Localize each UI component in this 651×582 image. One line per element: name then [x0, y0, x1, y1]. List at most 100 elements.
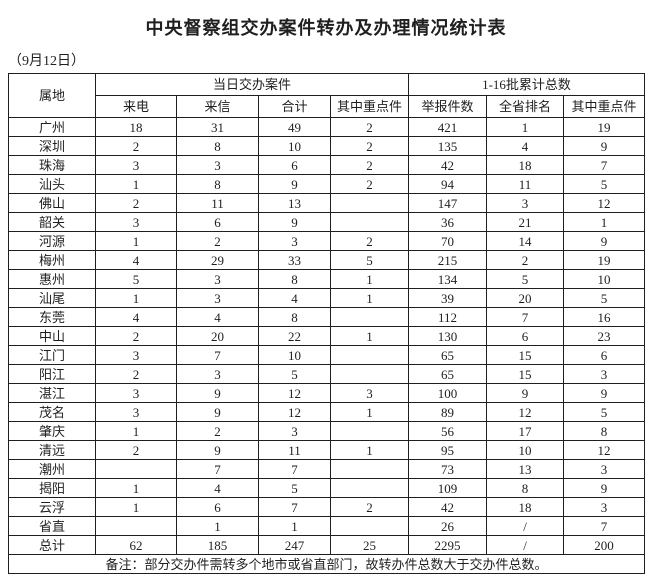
value-cell: 3: [95, 402, 177, 422]
region-row: 广州 18 31 49 2 421 1 19: [8, 117, 646, 137]
sub-header-calls: 来电: [95, 95, 177, 118]
value-cell: 13: [486, 459, 565, 479]
sub-header-total: 合计: [258, 95, 331, 118]
value-cell: 5: [563, 402, 646, 422]
value-cell: 1: [95, 288, 177, 308]
value-cell: 5: [258, 364, 331, 384]
value-cell: 5: [563, 288, 646, 308]
value-cell: 185: [176, 535, 259, 555]
value-cell: 134: [408, 269, 488, 289]
region-row: 东莞 4 4 8 112 7 16: [8, 307, 646, 327]
value-cell: 1: [95, 421, 177, 441]
region-name: 省直: [8, 516, 96, 536]
group-header-daily: 当日交办案件: [94, 73, 410, 96]
value-cell: 12: [258, 402, 331, 422]
region-name: 茂名: [8, 402, 96, 422]
region-name: 广州: [8, 117, 96, 137]
region-name: 汕头: [8, 174, 96, 194]
value-cell: 421: [408, 117, 488, 137]
value-cell: 56: [408, 421, 488, 441]
value-cell: 5: [95, 269, 177, 289]
value-cell: [329, 307, 410, 327]
value-cell: 73: [408, 459, 488, 479]
value-cell: 19: [563, 250, 646, 270]
value-cell: 9: [176, 440, 259, 460]
value-cell: 15: [486, 345, 565, 365]
region-name: 梅州: [8, 250, 96, 270]
value-cell: [329, 345, 410, 365]
value-cell: 7: [563, 155, 646, 175]
value-cell: 13: [258, 193, 331, 213]
value-cell: 6: [486, 326, 565, 346]
region-row: 汕头 1 8 9 2 94 11 5: [8, 174, 646, 194]
value-cell: 4: [176, 478, 259, 498]
value-cell: 130: [408, 326, 488, 346]
value-cell: 3: [258, 421, 331, 441]
value-cell: 25: [329, 535, 410, 555]
value-cell: 1: [95, 478, 177, 498]
value-cell: 6: [258, 155, 331, 175]
value-cell: 8: [176, 174, 259, 194]
value-cell: 3: [563, 497, 646, 517]
value-cell: 7: [258, 459, 331, 479]
value-cell: 3: [176, 155, 259, 175]
value-cell: 21: [486, 212, 565, 232]
value-cell: 18: [95, 117, 177, 137]
value-cell: 2: [329, 136, 410, 156]
value-cell: 3: [95, 155, 177, 175]
value-cell: 39: [408, 288, 488, 308]
value-cell: 1: [329, 269, 410, 289]
value-cell: 6: [176, 497, 259, 517]
value-cell: 1: [563, 212, 646, 232]
value-cell: [329, 364, 410, 384]
value-cell: 1: [329, 326, 410, 346]
value-cell: 2: [95, 326, 177, 346]
region-name: 肇庆: [8, 421, 96, 441]
value-cell: 8: [258, 269, 331, 289]
value-cell: 3: [176, 288, 259, 308]
region-name: 珠海: [8, 155, 96, 175]
region-name: 清远: [8, 440, 96, 460]
sub-header-key-cumulative: 其中重点件: [563, 95, 646, 118]
value-cell: 89: [408, 402, 488, 422]
value-cell: 11: [486, 174, 565, 194]
value-cell: 109: [408, 478, 488, 498]
group-header-row: 属地 当日交办案件 1-16批累计总数: [8, 73, 646, 118]
region-name: 中山: [8, 326, 96, 346]
value-cell: 4: [258, 288, 331, 308]
region-row: 揭阳 1 4 5 109 8 9: [8, 478, 646, 498]
value-cell: [329, 516, 410, 536]
region-name: 揭阳: [8, 478, 96, 498]
value-cell: 9: [258, 174, 331, 194]
region-row: 中山 2 20 22 1 130 6 23: [8, 326, 646, 346]
region-name: 阳江: [8, 364, 96, 384]
value-cell: 5: [486, 269, 565, 289]
value-cell: [95, 516, 177, 536]
sub-header-key-daily: 其中重点件: [329, 95, 410, 118]
value-cell: 94: [408, 174, 488, 194]
value-cell: 200: [563, 535, 646, 555]
value-cell: 12: [563, 440, 646, 460]
value-cell: 3: [258, 231, 331, 251]
value-cell: 247: [258, 535, 331, 555]
sub-header-reports: 举报件数: [408, 95, 488, 118]
value-cell: 8: [176, 136, 259, 156]
value-cell: 26: [408, 516, 488, 536]
value-cell: 2295: [408, 535, 488, 555]
value-cell: 18: [486, 155, 565, 175]
value-cell: 4: [95, 307, 177, 327]
value-cell: 5: [329, 250, 410, 270]
region-name: 河源: [8, 231, 96, 251]
region-row: 梅州 4 29 33 5 215 2 19: [8, 250, 646, 270]
corner-header-region: 属地: [8, 73, 96, 118]
value-cell: 95: [408, 440, 488, 460]
region-row: 湛江 3 9 12 3 100 9 9: [8, 383, 646, 403]
table-body: 广州 18 31 49 2 421 1 19 深圳 2 8 10 2 135 4 9 珠海 3 3 6 2 42 18 7 汕头…: [8, 117, 646, 555]
value-cell: 9: [563, 383, 646, 403]
value-cell: 15: [486, 364, 565, 384]
region-row: 阳江 2 3 5 65 15 3: [8, 364, 646, 384]
value-cell: 10: [563, 269, 646, 289]
region-row: 韶关 3 6 9 36 21 1: [8, 212, 646, 232]
value-cell: 3: [329, 383, 410, 403]
region-row: 惠州 5 3 8 1 134 5 10: [8, 269, 646, 289]
